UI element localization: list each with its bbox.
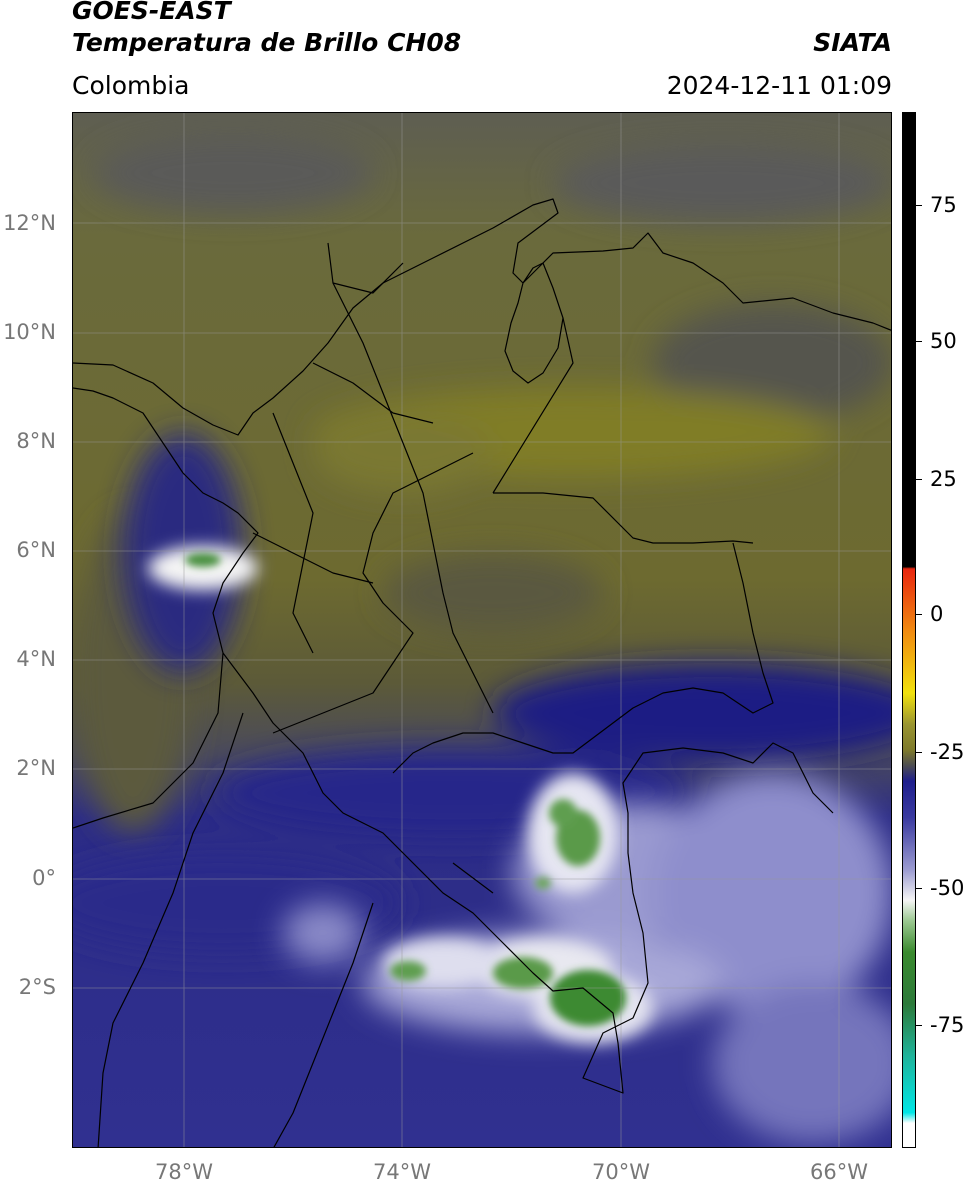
lon-label-74w: 74°W	[373, 1160, 431, 1184]
colorbar-tick-minus50	[916, 888, 922, 889]
product-title-satellite: GOES-EAST	[72, 0, 231, 25]
lat-label-4n: 4°N	[16, 647, 56, 671]
colorbar-label-75: 75	[930, 193, 957, 217]
lat-label-12n: 12°N	[3, 211, 56, 235]
colorbar-label-0: 0	[930, 602, 944, 626]
lat-label-6n: 6°N	[16, 538, 56, 562]
colorbar-tick-minus25	[916, 752, 922, 753]
colorbar-tick-0	[916, 614, 922, 615]
source-label: SIATA	[813, 28, 892, 57]
satellite-map	[72, 112, 892, 1148]
lat-label-2n: 2°N	[16, 756, 56, 780]
product-title-variable: Temperatura de Brillo CH08	[72, 28, 462, 57]
colorbar-label-minus75: -75	[930, 1013, 965, 1037]
lat-label-10n: 10°N	[3, 320, 56, 344]
lon-label-78w: 78°W	[155, 1160, 213, 1184]
lat-label-2s: 2°S	[18, 975, 56, 999]
colorbar-label-25: 25	[930, 467, 957, 491]
colorbar	[902, 112, 916, 1148]
lat-label-0: 0°	[32, 866, 56, 890]
region-label: Colombia	[72, 71, 190, 100]
colorbar-tick-50	[916, 341, 922, 342]
colorbar-tick-minus75	[916, 1025, 922, 1026]
colorbar-tick-25	[916, 479, 922, 480]
datetime-label: 2024-12-11 01:09	[666, 71, 892, 100]
colorbar-tick-75	[916, 205, 922, 206]
colorbar-label-50: 50	[930, 329, 957, 353]
colorbar-label-minus25: -25	[930, 740, 965, 764]
brightness-temperature-field	[73, 113, 891, 1147]
lat-label-8n: 8°N	[16, 429, 56, 453]
colorbar-label-minus50: -50	[930, 876, 965, 900]
lon-label-70w: 70°W	[592, 1160, 650, 1184]
lon-label-66w: 66°W	[810, 1160, 868, 1184]
